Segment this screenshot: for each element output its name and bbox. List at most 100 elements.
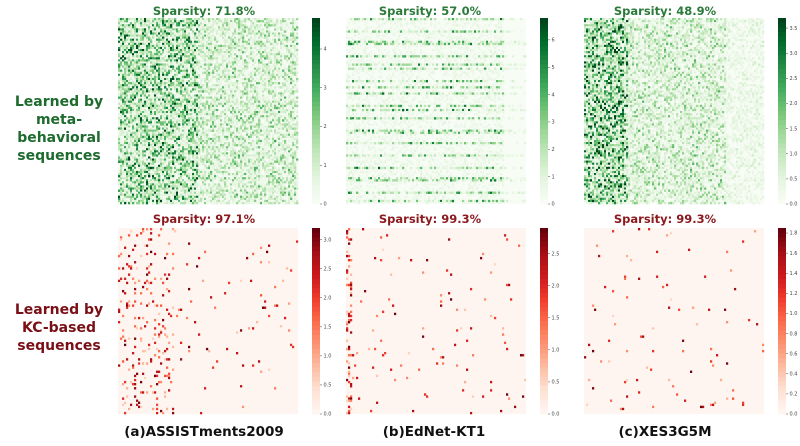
- heatmap-cell: [206, 90, 209, 93]
- heatmap-cell: [212, 106, 215, 110]
- heatmap-cell: [164, 139, 167, 143]
- heatmap-cell: [132, 26, 135, 29]
- heatmap-cell: [286, 90, 289, 93]
- heatmap-cell: [266, 127, 269, 130]
- heatmap-cell: [256, 32, 259, 35]
- heatmap-cell: [218, 113, 221, 116]
- heatmap-cell: [278, 115, 281, 118]
- heatmap-cell: [190, 59, 193, 62]
- heatmap-cell: [122, 61, 125, 64]
- heatmap-cell: [282, 69, 285, 73]
- heatmap-cell: [182, 96, 185, 99]
- heatmap-cell: [184, 42, 187, 46]
- heatmap-cell: [244, 129, 247, 132]
- heatmap-cell: [262, 53, 265, 56]
- heatmap-cell: [224, 84, 227, 87]
- heatmap-cell: [238, 94, 241, 97]
- heatmap-cell: [118, 73, 121, 77]
- heatmap-cell: [130, 135, 133, 139]
- heatmap-cell: [166, 113, 169, 116]
- heatmap-cell: [134, 38, 137, 42]
- heatmap-cell: [292, 113, 295, 116]
- heatmap-cell: [126, 38, 129, 42]
- heatmap-cell: [228, 65, 231, 68]
- heatmap-cell: [236, 86, 239, 89]
- heatmap-cell: [126, 156, 129, 159]
- heatmap-cell: [134, 108, 137, 112]
- heatmap-cell: [264, 55, 267, 58]
- heatmap-cell: [210, 24, 213, 27]
- heatmap-cell: [170, 80, 173, 83]
- heatmap-cell: [122, 32, 125, 35]
- heatmap-cell: [192, 137, 195, 141]
- heatmap-cell: [256, 129, 259, 132]
- heatmap-cell: [240, 108, 243, 112]
- heatmap-cell: [262, 42, 265, 46]
- heatmap-cell: [130, 40, 133, 44]
- heatmap-cell: [154, 94, 157, 97]
- heatmap-cell: [244, 77, 247, 81]
- heatmap-cell: [130, 156, 133, 159]
- heatmap-cell: [280, 32, 283, 35]
- heatmap-cell: [194, 18, 197, 21]
- heatmap-cell: [152, 32, 155, 35]
- heatmap-cell: [124, 144, 127, 147]
- heatmap-cell: [226, 102, 229, 106]
- heatmap-cell: [280, 82, 283, 85]
- heatmap-cell: [178, 104, 181, 108]
- heatmap-cell: [246, 92, 249, 95]
- heatmap-cell: [284, 65, 287, 68]
- heatmap-cell: [180, 63, 183, 66]
- heatmap-cell: [258, 20, 261, 23]
- heatmap-cell: [272, 24, 275, 27]
- heatmap-cell: [246, 82, 249, 85]
- heatmap-cell: [268, 77, 271, 81]
- heatmap-cell: [182, 57, 185, 60]
- heatmap-cell: [176, 24, 179, 27]
- heatmap-cell: [170, 44, 173, 48]
- heatmap-cell: [226, 69, 229, 73]
- heatmap-cell: [154, 32, 157, 35]
- heatmap-cell: [192, 135, 195, 139]
- heatmap-cell: [212, 75, 215, 79]
- heatmap-cell: [190, 18, 193, 21]
- heatmap-cell: [284, 102, 287, 106]
- heatmap-cell: [164, 146, 167, 149]
- row-label-line: Learned by: [14, 302, 104, 318]
- heatmap-cell: [210, 137, 213, 141]
- heatmap-cell: [248, 98, 251, 101]
- heatmap-cell: [164, 106, 167, 110]
- heatmap-cell: [268, 75, 271, 79]
- heatmap-cell: [128, 129, 131, 132]
- heatmap-cell: [218, 131, 221, 135]
- heatmap-cell: [252, 51, 255, 54]
- heatmap-cell: [150, 133, 153, 137]
- heatmap-cell: [250, 73, 253, 77]
- heatmap-cell: [192, 94, 195, 97]
- heatmap-cell: [128, 96, 131, 99]
- heatmap-cell: [252, 119, 255, 122]
- heatmap-cell: [238, 139, 241, 143]
- heatmap-cell: [180, 73, 183, 77]
- heatmap-cell: [126, 80, 129, 83]
- heatmap-cell: [124, 142, 127, 145]
- heatmap-cell: [158, 82, 161, 85]
- heatmap-cell: [224, 121, 227, 124]
- heatmap-cell: [170, 30, 173, 33]
- heatmap-cell: [178, 84, 181, 87]
- heatmap-cell: [198, 129, 201, 132]
- heatmap-cell: [230, 80, 233, 83]
- heatmap-cell: [296, 90, 299, 93]
- heatmap-cell: [258, 71, 261, 75]
- heatmap-cell: [172, 154, 175, 157]
- heatmap-cell: [268, 18, 271, 21]
- heatmap-cell: [174, 65, 177, 68]
- heatmap-cell: [138, 77, 141, 81]
- heatmap-cell: [254, 44, 257, 48]
- heatmap-cell: [174, 38, 177, 42]
- heatmap-cell: [256, 28, 259, 31]
- heatmap-cell: [218, 139, 221, 143]
- heatmap-cell: [246, 40, 249, 44]
- heatmap-cell: [240, 117, 243, 120]
- heatmap-cell: [160, 104, 163, 108]
